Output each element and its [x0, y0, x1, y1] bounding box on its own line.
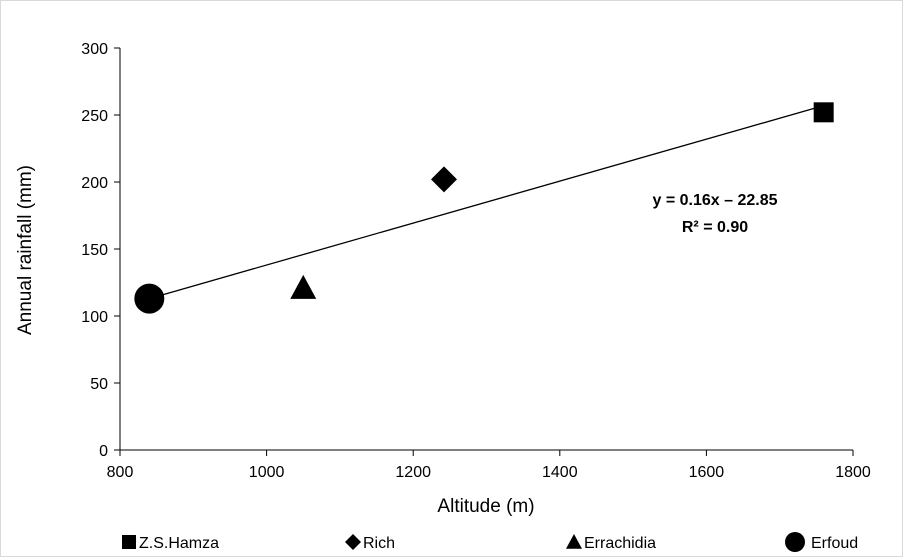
y-tick-label: 0	[99, 443, 108, 460]
axes: 0 50 100 150 200 250 300 800 1000 1200 1400 1600 180…	[81, 41, 871, 481]
x-tick-label: 1800	[835, 464, 871, 481]
legend-marker-diamond	[345, 534, 361, 550]
data-point-circle	[134, 283, 165, 314]
x-axis-title: Altitude (m)	[437, 496, 534, 517]
y-tick-label: 100	[81, 309, 108, 326]
legend-label: Rich	[363, 535, 395, 552]
y-axis-title: Annual rainfall (mm)	[15, 165, 36, 335]
y-tick-label: 200	[81, 175, 108, 192]
trendline-group	[149, 104, 824, 300]
y-tick-label: 300	[81, 41, 108, 58]
data-point-triangle	[290, 274, 317, 299]
trendline	[149, 104, 824, 300]
x-tick-label: 1400	[542, 464, 578, 481]
y-tick-label: 150	[81, 242, 108, 259]
x-tick-label: 800	[107, 464, 134, 481]
legend-marker-square	[122, 535, 136, 549]
data-point-square	[813, 102, 834, 123]
data-point-diamond	[430, 166, 457, 193]
legend-label: Errachidia	[584, 535, 656, 552]
legend-marker-triangle	[566, 534, 582, 549]
legend-label: Z.S.Hamza	[139, 535, 219, 552]
x-tick-label: 1200	[395, 464, 431, 481]
data-points	[134, 102, 834, 314]
x-tick-label: 1000	[249, 464, 285, 481]
trendline-r-squared: R² = 0.90	[682, 219, 748, 236]
legend: Z.S.Hamza Rich Errachidia Erfoud	[122, 532, 858, 552]
trendline-equation: y = 0.16x – 22.85	[653, 192, 778, 209]
legend-label: Erfoud	[811, 535, 858, 552]
x-tick-label: 1600	[689, 464, 725, 481]
y-tick-label: 50	[90, 376, 108, 393]
legend-marker-circle	[785, 532, 805, 552]
y-tick-label: 250	[81, 108, 108, 125]
